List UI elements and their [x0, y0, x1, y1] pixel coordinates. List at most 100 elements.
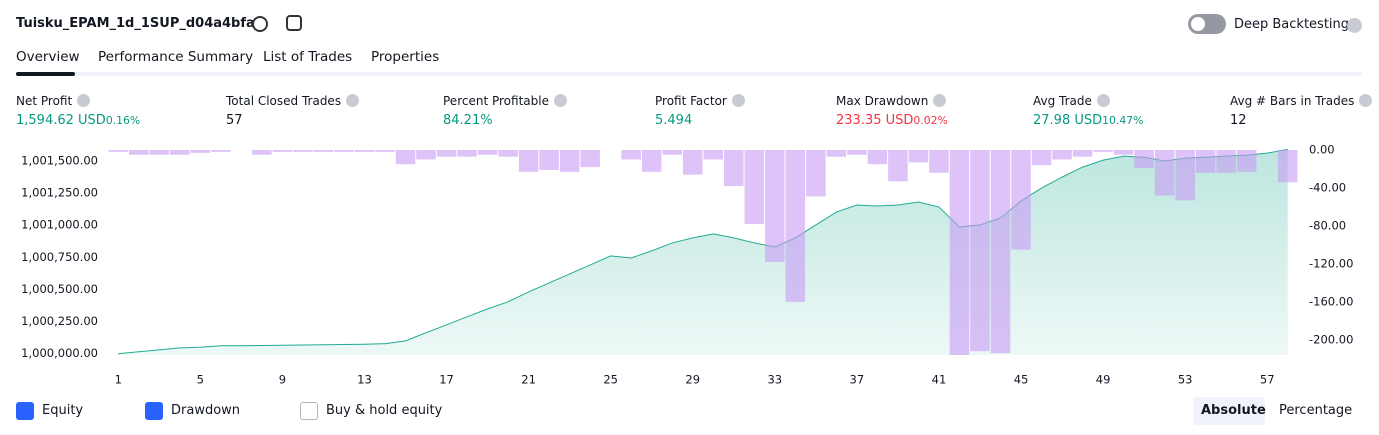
- equity-area: [118, 149, 1288, 355]
- equity-line: [118, 148, 1288, 355]
- metric-value: 57: [226, 113, 243, 128]
- tab-underline: [16, 72, 75, 76]
- toggle-label: Deep Backtesting: [1234, 17, 1350, 32]
- metric-value: 84.21%: [443, 113, 493, 128]
- y2-tick-label: -80.00: [1309, 218, 1346, 232]
- tab[interactable]: List of Trades: [263, 49, 353, 65]
- x-tick-label: 41: [932, 373, 947, 387]
- info-icon[interactable]: [731, 94, 745, 107]
- metric-value-text: 1,594.62 USD: [16, 113, 106, 128]
- y2-tick-label: -200.00: [1309, 332, 1353, 346]
- legend-label: Buy & hold equity: [326, 403, 443, 418]
- y-tick-label: 1,000,000.00: [21, 346, 98, 360]
- view-button[interactable]: Absolute: [1201, 403, 1266, 418]
- drawdown-bar: [252, 150, 272, 155]
- settings-icon[interactable]: [252, 16, 268, 32]
- metric-label-text: Net Profit: [16, 94, 73, 108]
- drawdown-bar: [847, 150, 867, 155]
- y-tick-label: 1,001,000.00: [21, 218, 98, 232]
- x-tick-label: 37: [850, 373, 865, 387]
- metric-value: 1,594.62 USD0.16%: [16, 113, 140, 128]
- drawdown-bar: [908, 150, 929, 163]
- drawdown-bar: [1134, 150, 1154, 169]
- info-icon[interactable]: [77, 94, 91, 107]
- x-tick-label: 1: [115, 373, 122, 387]
- drawdown-bar: [170, 150, 190, 155]
- drawdown-bar: [559, 150, 580, 172]
- view-button[interactable]: Percentage: [1279, 403, 1353, 418]
- drawdown-bar: [1072, 150, 1093, 157]
- y2-tick-label: 0.00: [1309, 143, 1335, 157]
- y-tick-label: 1,001,500.00: [21, 153, 98, 167]
- metric-label-text: Max Drawdown: [836, 94, 929, 108]
- metric-label: Max Drawdown: [836, 94, 947, 108]
- drawdown-bar: [724, 150, 744, 187]
- checkbox[interactable]: [145, 402, 163, 420]
- drawdown-bar: [662, 150, 682, 155]
- toggle[interactable]: [1188, 14, 1226, 34]
- info-icon[interactable]: [1096, 94, 1110, 107]
- tab[interactable]: Properties: [371, 49, 440, 65]
- tab-divider: [16, 72, 1362, 76]
- metric-label: Avg # Bars in Trades: [1230, 94, 1373, 108]
- drawdown-bar: [826, 150, 847, 157]
- metric-value-text: 57: [226, 113, 243, 128]
- help-icon[interactable]: [1347, 18, 1362, 33]
- metric-value-text: 12: [1230, 113, 1247, 128]
- metric-percent: 10.47%: [1102, 114, 1144, 127]
- y-tick-label: 1,000,250.00: [21, 314, 98, 328]
- drawdown-bar: [518, 150, 539, 172]
- drawdown-bar: [375, 150, 395, 152]
- x-tick-label: 9: [279, 373, 286, 387]
- drawdown-bar: [765, 150, 785, 262]
- metric-label-text: Profit Factor: [655, 94, 727, 108]
- drawdown-bar: [395, 150, 416, 165]
- metric-label-text: Avg Trade: [1033, 94, 1092, 108]
- strategy-title: Tuisku_EPAM_1d_1SUP_d04a4bfa: [16, 16, 255, 31]
- metric-label: Net Profit: [16, 94, 91, 108]
- tab[interactable]: Performance Summary: [98, 49, 254, 65]
- drawdown-bar: [1175, 150, 1195, 201]
- drawdown-bar: [457, 150, 477, 157]
- metric-percent: 0.16%: [105, 114, 141, 127]
- drawdown-bar: [1277, 150, 1298, 183]
- drawdown-bar: [1093, 150, 1113, 152]
- info-icon[interactable]: [553, 94, 567, 107]
- drawdown-bar: [641, 150, 662, 172]
- drawdown-bar: [108, 150, 129, 152]
- x-tick-label: 53: [1178, 373, 1193, 387]
- info-icon[interactable]: [933, 94, 947, 107]
- y2-tick-label: -160.00: [1309, 294, 1353, 308]
- checkbox[interactable]: [300, 402, 318, 420]
- drawdown-bar: [129, 150, 149, 155]
- metric-label-text: Avg # Bars in Trades: [1230, 94, 1355, 108]
- drawdown-bar: [744, 150, 765, 225]
- drawdown-bar: [1154, 150, 1175, 196]
- y2-tick-label: -120.00: [1309, 256, 1353, 270]
- y-tick-label: 1,000,500.00: [21, 282, 98, 296]
- alert-icon[interactable]: [286, 15, 302, 31]
- drawdown-bar: [539, 150, 559, 170]
- y-tick-label: 1,001,250.00: [21, 186, 98, 200]
- y2-tick-label: -40.00: [1309, 180, 1346, 194]
- tab[interactable]: Overview: [16, 49, 80, 65]
- x-tick-label: 49: [1096, 373, 1111, 387]
- metric-value-text: 84.21%: [443, 113, 493, 128]
- metric-label: Profit Factor: [655, 94, 745, 108]
- chart: 1,000,000.00 1,000,250.00 1,000,500.00 1,00…: [21, 143, 1353, 387]
- drawdown-bar: [806, 150, 826, 197]
- metric-value: 12: [1230, 113, 1247, 128]
- drawdown-bar: [703, 150, 724, 160]
- drawdown-bar: [272, 150, 293, 152]
- checkbox[interactable]: [16, 402, 34, 420]
- metric-label: Avg Trade: [1033, 94, 1110, 108]
- drawdown-bar: [293, 150, 313, 152]
- drawdown-bar: [1113, 150, 1134, 155]
- drawdown-bar: [621, 150, 641, 160]
- metric-value-text: 5.494: [655, 113, 693, 128]
- metric-label: Total Closed Trades: [226, 94, 360, 108]
- info-icon[interactable]: [346, 94, 360, 107]
- drawdown-bar: [970, 150, 990, 352]
- info-icon[interactable]: [1359, 94, 1373, 107]
